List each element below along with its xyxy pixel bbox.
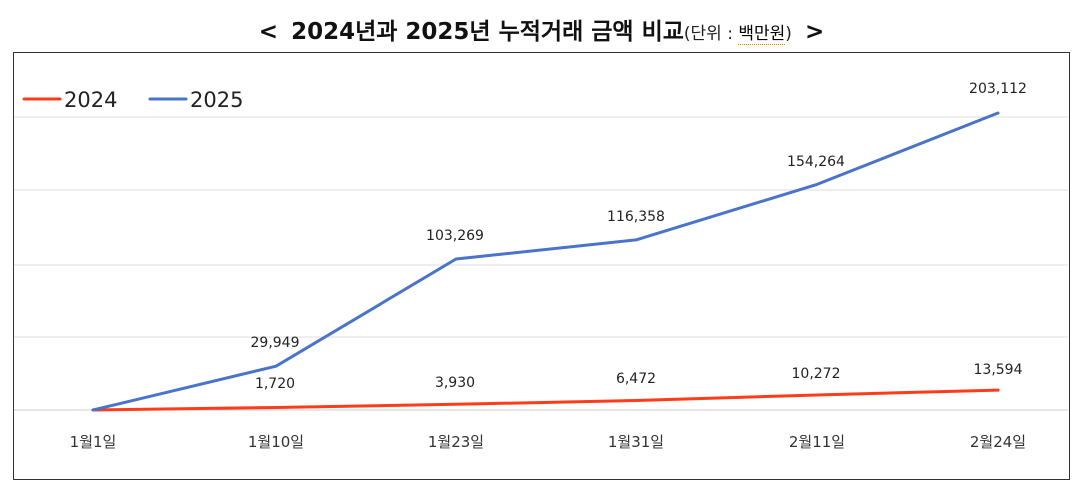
- legend-label-2025: 2025: [190, 88, 243, 112]
- title-unit-value: 백만원: [738, 24, 786, 45]
- data-label: 10,272: [792, 366, 841, 382]
- x-tick-label: 1월31일: [608, 433, 664, 451]
- title-close-bracket: >: [805, 19, 825, 45]
- series-line-2024: [91, 388, 1000, 412]
- chart-title: < 2024년과 2025년 누적거래 금액 비교(단위 : 백만원) >: [0, 12, 1083, 48]
- title-unit-suffix: ): [785, 24, 792, 44]
- legend-label-2024: 2024: [64, 88, 117, 112]
- series-line-2025: [91, 111, 1000, 412]
- data-label: 154,264: [787, 154, 845, 170]
- title-main-text: 2024년과 2025년 누적거래 금액 비교: [291, 19, 684, 45]
- x-tick-label: 2월11일: [789, 433, 845, 451]
- x-tick-label: 1월23일: [428, 433, 484, 451]
- title-open-bracket: <: [258, 19, 278, 45]
- x-tick-label: 2월24일: [970, 433, 1026, 451]
- x-tick-label: 1월10일: [248, 433, 304, 451]
- data-label: 116,358: [607, 209, 665, 225]
- title-unit-prefix: (단위 :: [683, 24, 739, 44]
- x-tick-label: 1월1일: [70, 433, 117, 451]
- data-label: 103,269: [426, 228, 484, 244]
- data-label: 203,112: [969, 81, 1027, 97]
- data-label: 1,720: [255, 376, 295, 392]
- data-label: 29,949: [251, 335, 300, 351]
- chart-frame: [13, 52, 1070, 480]
- data-label: 13,594: [974, 362, 1023, 378]
- data-label: 3,930: [435, 375, 475, 391]
- data-label: 6,472: [616, 371, 656, 387]
